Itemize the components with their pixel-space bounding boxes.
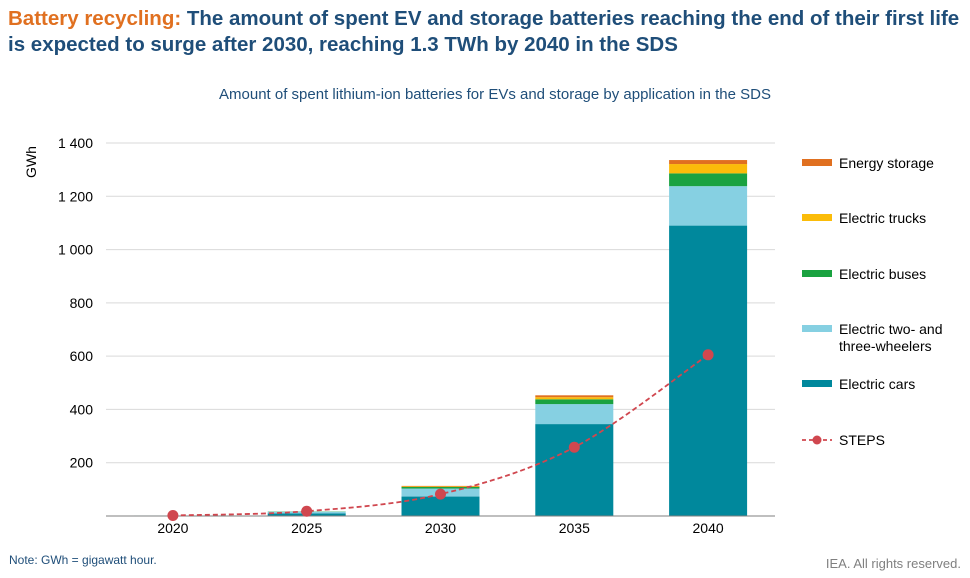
title-lead: Battery recycling:	[8, 7, 182, 30]
bar-segment	[669, 173, 748, 187]
bar-segment	[401, 485, 480, 487]
bar-segment	[401, 496, 480, 516]
legend-swatch	[802, 214, 832, 221]
x-tick-label: 2020	[157, 520, 188, 536]
bar-segment	[535, 404, 614, 425]
steps-point	[167, 509, 179, 521]
x-tick-label: 2025	[291, 520, 322, 536]
y-tick-label: 1 000	[58, 242, 93, 258]
bar-segment	[669, 160, 748, 165]
steps-point	[301, 505, 313, 517]
bar-segment	[535, 424, 614, 516]
bar-segment	[535, 397, 614, 400]
y-tick-label: 800	[70, 295, 94, 311]
legend-label: three-wheelers	[839, 338, 932, 354]
steps-point	[435, 488, 446, 500]
page-title: Battery recycling: The amount of spent E…	[8, 6, 963, 58]
legend-swatch	[802, 270, 832, 277]
legend-marker	[812, 435, 822, 445]
steps-point	[702, 349, 714, 361]
legend-label: Electric cars	[839, 376, 915, 392]
x-tick-label: 2040	[693, 520, 724, 536]
legend-label: Electric two- and	[839, 321, 942, 337]
y-axis-label: GWh	[23, 146, 39, 178]
y-tick-label: 600	[70, 348, 94, 364]
steps-point	[568, 441, 580, 453]
bar-segment	[669, 186, 748, 226]
legend-label: Electric buses	[839, 266, 926, 282]
chart-subtitle: Amount of spent lithium-ion batteries fo…	[219, 86, 771, 103]
legend-swatch	[802, 159, 832, 166]
x-tick-label: 2030	[425, 520, 456, 536]
bar-segment	[535, 399, 614, 405]
copyright: IEA. All rights reserved.	[825, 556, 961, 571]
y-tick-label: 400	[70, 401, 94, 417]
legend-swatch	[802, 325, 832, 332]
bar-segment	[669, 164, 748, 174]
legend-label: Energy storage	[839, 155, 934, 171]
bar-segment	[669, 225, 748, 517]
legend-label: STEPS	[839, 432, 885, 448]
legend-label: Electric trucks	[839, 210, 926, 226]
y-tick-label: 200	[70, 455, 94, 471]
y-tick-label: 1 200	[58, 188, 93, 204]
legend-swatch	[802, 380, 832, 387]
bar-segment	[401, 486, 480, 487]
title-text: The amount of spent EV and storage batte…	[8, 7, 960, 56]
y-tick-label: 1 400	[58, 135, 93, 151]
bar-segment	[535, 395, 614, 398]
x-tick-label: 2035	[559, 520, 590, 536]
bar-segment	[401, 486, 480, 489]
footnote: Note: GWh = gigawatt hour.	[9, 553, 157, 567]
